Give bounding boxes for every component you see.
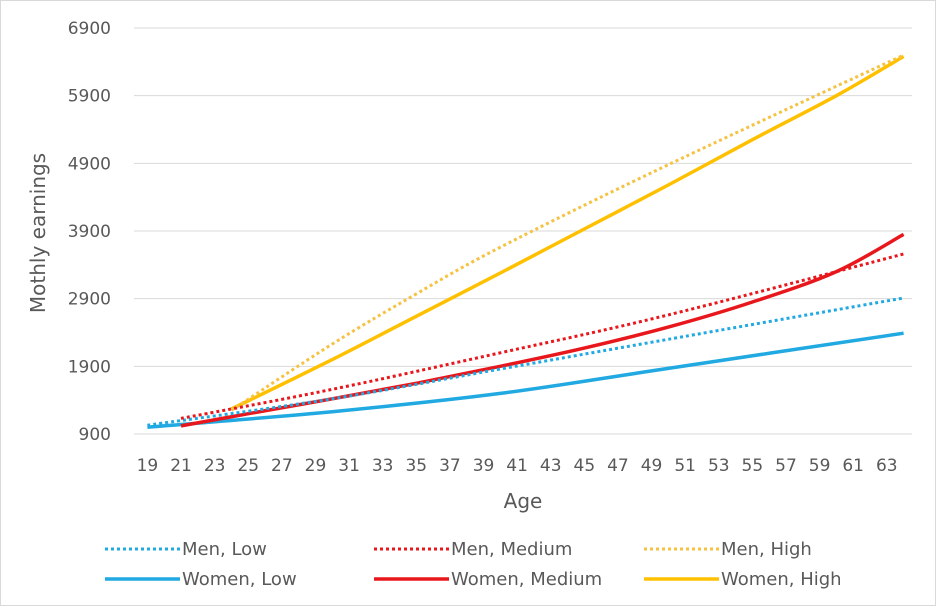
y-tick-label: 6900 bbox=[68, 19, 111, 39]
y-tick-label: 4900 bbox=[68, 154, 111, 174]
legend-label: Men, High bbox=[721, 539, 812, 560]
x-tick-label: 55 bbox=[742, 456, 764, 476]
x-tick-label: 41 bbox=[506, 456, 528, 476]
x-tick-label: 35 bbox=[405, 456, 427, 476]
series-lines bbox=[147, 53, 905, 429]
x-tick-label: 19 bbox=[137, 456, 159, 476]
series-line-women-high bbox=[230, 54, 905, 411]
gridlines bbox=[134, 27, 912, 435]
x-tick-label: 59 bbox=[809, 456, 831, 476]
x-tick-label: 33 bbox=[372, 456, 394, 476]
x-tick-label: 37 bbox=[439, 456, 461, 476]
legend-item-men-low: Men, Low bbox=[105, 539, 267, 560]
x-tick-label: 53 bbox=[708, 456, 730, 476]
legend-label: Men, Medium bbox=[451, 539, 572, 560]
legend-item-women-high: Women, High bbox=[644, 569, 842, 590]
x-tick-label: 61 bbox=[842, 456, 864, 476]
y-tick-label: 5900 bbox=[68, 87, 111, 107]
y-tick-label: 1900 bbox=[68, 357, 111, 377]
y-tick-label: 2900 bbox=[68, 290, 111, 310]
y-axis-title: Mothly earnings bbox=[26, 153, 50, 313]
legend-item-men-high: Men, High bbox=[644, 539, 812, 560]
x-axis-ticks: 19 21 23 25 27 29 31 33 35 37 39 41 43 45 47 49 51 53 55 57… bbox=[137, 456, 898, 476]
legend-item-men-medium: Men, Medium bbox=[374, 539, 572, 560]
series-line-men-high bbox=[230, 53, 905, 412]
legend-label: Women, Low bbox=[182, 569, 297, 590]
x-tick-label: 49 bbox=[641, 456, 663, 476]
legend-item-women-low: Women, Low bbox=[105, 569, 297, 590]
x-tick-label: 57 bbox=[775, 456, 797, 476]
legend-label: Women, High bbox=[721, 569, 842, 590]
x-axis-title: Age bbox=[504, 489, 543, 513]
series-line-women-low bbox=[147, 331, 904, 429]
x-tick-label: 45 bbox=[574, 456, 596, 476]
x-tick-label: 47 bbox=[607, 456, 629, 476]
series-line-women-medium bbox=[180, 232, 905, 428]
legend-item-women-medium: Women, Medium bbox=[374, 569, 602, 590]
series-line-men-medium bbox=[180, 252, 904, 420]
x-tick-label: 23 bbox=[204, 456, 226, 476]
x-tick-label: 31 bbox=[338, 456, 360, 476]
y-tick-label: 3900 bbox=[68, 222, 111, 242]
y-axis-ticks: 900 1900 2900 3900 4900 5900 6900 bbox=[68, 19, 111, 445]
x-tick-label: 25 bbox=[237, 456, 259, 476]
x-tick-label: 29 bbox=[305, 456, 327, 476]
x-tick-label: 43 bbox=[540, 456, 562, 476]
legend-label: Men, Low bbox=[182, 539, 267, 560]
y-tick-label: 900 bbox=[79, 425, 111, 445]
legend-label: Women, Medium bbox=[451, 569, 602, 590]
x-tick-label: 51 bbox=[674, 456, 696, 476]
x-tick-label: 27 bbox=[271, 456, 293, 476]
x-tick-label: 63 bbox=[876, 456, 898, 476]
x-tick-label: 21 bbox=[170, 456, 192, 476]
x-tick-label: 39 bbox=[473, 456, 495, 476]
legend: Men, Low Men, Medium Men, High Women, Low Wo… bbox=[105, 539, 842, 590]
